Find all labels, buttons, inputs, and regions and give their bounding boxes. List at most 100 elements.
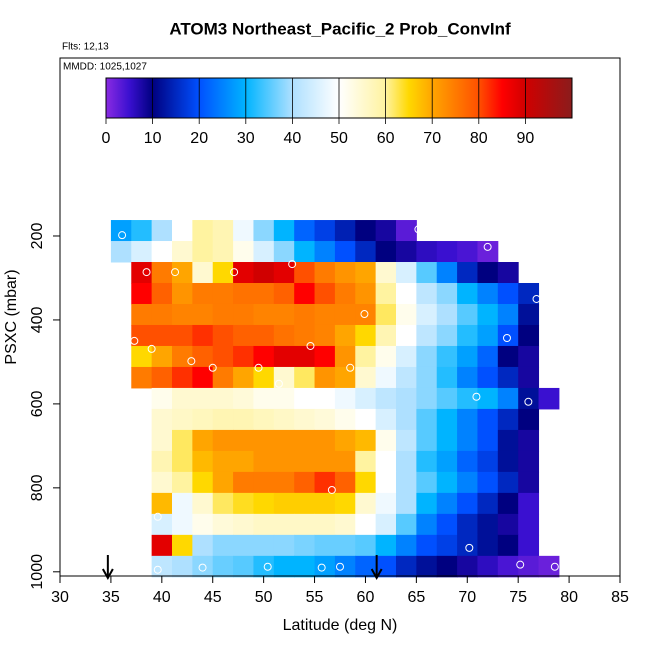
obs-point [543, 371, 552, 380]
heat-cell [192, 345, 214, 368]
heat-cell [416, 429, 438, 452]
heat-cell [192, 324, 214, 347]
heat-cell [477, 450, 499, 473]
heat-cell [457, 408, 478, 431]
heat-cell [314, 324, 336, 347]
heat-cell [253, 534, 275, 557]
x-tick-label: 75 [509, 589, 527, 606]
heat-cell [436, 429, 458, 452]
heat-cell [212, 513, 234, 536]
heat-cell [151, 303, 173, 326]
heat-cell [518, 555, 540, 578]
heat-cell [477, 471, 499, 494]
heat-cell [233, 471, 254, 494]
heat-cell [477, 387, 499, 410]
heat-cell [416, 492, 438, 515]
heat-cell [518, 450, 540, 473]
heat-cell [294, 241, 316, 263]
heat-cell [273, 324, 295, 347]
heat-cell [497, 408, 519, 431]
heat-cell [172, 387, 193, 410]
heat-cell [436, 324, 458, 347]
obs-point [208, 363, 217, 372]
heat-cell [212, 241, 234, 263]
heat-cell [314, 534, 336, 557]
obs-point [327, 485, 336, 494]
obs-point [153, 512, 162, 521]
heat-cell [375, 450, 397, 473]
heat-cell [172, 450, 193, 473]
heat-cell [355, 471, 377, 494]
obs-point [263, 562, 272, 571]
heat-cell [436, 262, 458, 284]
obs-point [550, 562, 559, 571]
heat-cell [233, 345, 254, 368]
heat-cell [416, 555, 438, 578]
heat-cell [497, 303, 519, 326]
heat-cell [294, 303, 316, 326]
heat-cell [110, 241, 132, 263]
heat-cell [273, 408, 295, 431]
heat-cell [477, 555, 499, 578]
heat-cell [375, 471, 397, 494]
heat-cell [518, 366, 540, 389]
heat-cell [457, 387, 478, 410]
heat-cell [110, 220, 132, 242]
heat-cell [497, 555, 519, 578]
heat-cell [538, 555, 560, 578]
heat-cell [355, 492, 377, 515]
heat-cell [233, 513, 254, 536]
heat-cell [273, 429, 295, 452]
heat-cell [172, 262, 193, 284]
heat-cell [233, 387, 254, 410]
heat-cell [212, 282, 234, 305]
heat-cell [294, 262, 316, 284]
heat-cell [151, 555, 173, 578]
obs-point [118, 231, 127, 240]
heat-cell [233, 303, 254, 326]
heat-cell [396, 262, 417, 284]
heat-cell [355, 303, 377, 326]
y-axis-label: PSXC (mbar) [3, 269, 20, 364]
heat-cell [131, 241, 153, 263]
obs-point [274, 379, 283, 388]
heat-cell [457, 262, 478, 284]
obs-point [254, 363, 263, 372]
heat-cell [212, 408, 234, 431]
heat-cell [131, 345, 153, 368]
obs-point [187, 357, 196, 366]
colorbar-tick-label: 30 [237, 130, 255, 147]
x-tick-label: 40 [153, 589, 171, 606]
obs-point [483, 242, 492, 251]
heat-cell [294, 513, 316, 536]
heat-cell [334, 534, 356, 557]
colorbar-tick-label: 10 [144, 130, 162, 147]
colorbar-tick-label: 90 [517, 130, 535, 147]
heat-cell [375, 429, 397, 452]
colorbar-tick-label: 70 [423, 130, 441, 147]
heat-cell [416, 408, 438, 431]
heat-cell [375, 241, 397, 263]
heat-cell [436, 387, 458, 410]
heat-cell [436, 450, 458, 473]
heat-cell [151, 471, 173, 494]
heat-cell [294, 220, 316, 242]
obs-point [288, 260, 297, 269]
heat-cell [396, 429, 417, 452]
heat-cell [396, 492, 417, 515]
heat-cell [497, 471, 519, 494]
heat-cell [314, 345, 336, 368]
heat-cell [212, 534, 234, 557]
heat-cell [314, 262, 336, 284]
heat-cell [192, 387, 214, 410]
heat-cell [416, 262, 438, 284]
heat-cell [314, 471, 336, 494]
heat-cell [253, 513, 275, 536]
heat-cell [355, 366, 377, 389]
heat-cell [334, 262, 356, 284]
heat-cell [314, 408, 336, 431]
heat-cell [131, 262, 153, 284]
heat-cell [416, 345, 438, 368]
heat-cell [416, 513, 438, 536]
